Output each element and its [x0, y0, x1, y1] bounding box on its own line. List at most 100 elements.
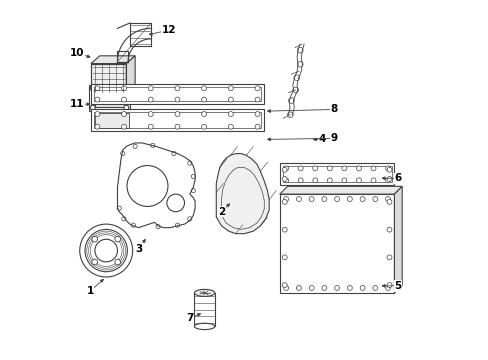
- Circle shape: [122, 112, 126, 117]
- Circle shape: [346, 285, 351, 291]
- Text: 8: 8: [330, 104, 337, 114]
- Circle shape: [385, 178, 390, 183]
- Circle shape: [282, 255, 286, 260]
- Circle shape: [95, 124, 100, 129]
- Circle shape: [283, 178, 288, 183]
- Circle shape: [85, 229, 127, 272]
- Circle shape: [386, 283, 391, 288]
- Ellipse shape: [194, 323, 214, 330]
- Circle shape: [359, 285, 365, 291]
- Bar: [91, 84, 264, 104]
- Circle shape: [386, 167, 391, 172]
- Circle shape: [191, 174, 195, 179]
- Circle shape: [287, 112, 293, 118]
- Circle shape: [341, 178, 346, 183]
- Circle shape: [191, 189, 195, 193]
- Circle shape: [372, 197, 377, 202]
- Circle shape: [95, 239, 117, 262]
- Text: 1: 1: [86, 286, 93, 296]
- Circle shape: [228, 124, 233, 129]
- Circle shape: [370, 178, 375, 183]
- Circle shape: [283, 197, 288, 202]
- Circle shape: [255, 112, 260, 117]
- Circle shape: [334, 285, 339, 291]
- Circle shape: [356, 166, 361, 171]
- Circle shape: [312, 178, 317, 183]
- Circle shape: [386, 176, 391, 181]
- Bar: [91, 109, 264, 131]
- Circle shape: [92, 259, 97, 265]
- Circle shape: [122, 97, 126, 102]
- Bar: [91, 64, 126, 94]
- Text: 2: 2: [218, 207, 225, 217]
- Circle shape: [148, 112, 153, 117]
- Text: 7: 7: [186, 313, 193, 323]
- Circle shape: [95, 112, 100, 117]
- Circle shape: [326, 166, 332, 171]
- Circle shape: [385, 197, 390, 202]
- Circle shape: [255, 86, 260, 91]
- Circle shape: [175, 223, 179, 227]
- Circle shape: [372, 285, 377, 291]
- Bar: [95, 113, 128, 128]
- Circle shape: [321, 197, 326, 202]
- Text: 4: 4: [318, 134, 325, 144]
- Circle shape: [117, 206, 121, 210]
- Text: 6: 6: [393, 173, 401, 183]
- Circle shape: [282, 227, 286, 232]
- Circle shape: [386, 227, 391, 232]
- Circle shape: [296, 197, 301, 202]
- Text: 3: 3: [135, 244, 142, 254]
- Circle shape: [148, 86, 153, 91]
- Circle shape: [115, 259, 120, 265]
- Circle shape: [175, 124, 180, 129]
- Polygon shape: [126, 56, 135, 94]
- Bar: [282, 166, 391, 183]
- Circle shape: [133, 144, 137, 149]
- Circle shape: [175, 112, 180, 117]
- Text: 11: 11: [69, 99, 84, 109]
- Polygon shape: [394, 186, 401, 293]
- Circle shape: [334, 197, 339, 202]
- Circle shape: [187, 161, 192, 165]
- Polygon shape: [216, 154, 269, 234]
- Circle shape: [293, 75, 299, 81]
- Text: 10: 10: [69, 48, 84, 58]
- Circle shape: [122, 124, 126, 129]
- Circle shape: [283, 285, 288, 291]
- Polygon shape: [279, 186, 401, 194]
- Circle shape: [228, 97, 233, 102]
- Bar: [279, 163, 394, 185]
- Circle shape: [341, 166, 346, 171]
- Polygon shape: [279, 194, 394, 293]
- Circle shape: [123, 105, 128, 110]
- Circle shape: [175, 97, 180, 102]
- Circle shape: [282, 167, 286, 172]
- Circle shape: [90, 86, 95, 91]
- Circle shape: [131, 223, 135, 227]
- Circle shape: [298, 178, 303, 183]
- Circle shape: [312, 166, 317, 171]
- Circle shape: [370, 166, 375, 171]
- Circle shape: [201, 112, 206, 117]
- Circle shape: [148, 97, 153, 102]
- Circle shape: [385, 285, 390, 291]
- Circle shape: [308, 285, 313, 291]
- Circle shape: [121, 152, 124, 156]
- Circle shape: [148, 124, 153, 129]
- Circle shape: [166, 194, 184, 212]
- Polygon shape: [194, 293, 214, 327]
- Text: 12: 12: [161, 25, 176, 35]
- Circle shape: [297, 62, 303, 67]
- Circle shape: [283, 166, 288, 171]
- Circle shape: [297, 48, 303, 53]
- Circle shape: [171, 152, 176, 156]
- Circle shape: [127, 166, 167, 207]
- Circle shape: [122, 217, 126, 221]
- Circle shape: [385, 166, 390, 171]
- Circle shape: [326, 178, 332, 183]
- Bar: [89, 85, 130, 111]
- Circle shape: [282, 283, 286, 288]
- Circle shape: [282, 199, 286, 204]
- Circle shape: [386, 199, 391, 204]
